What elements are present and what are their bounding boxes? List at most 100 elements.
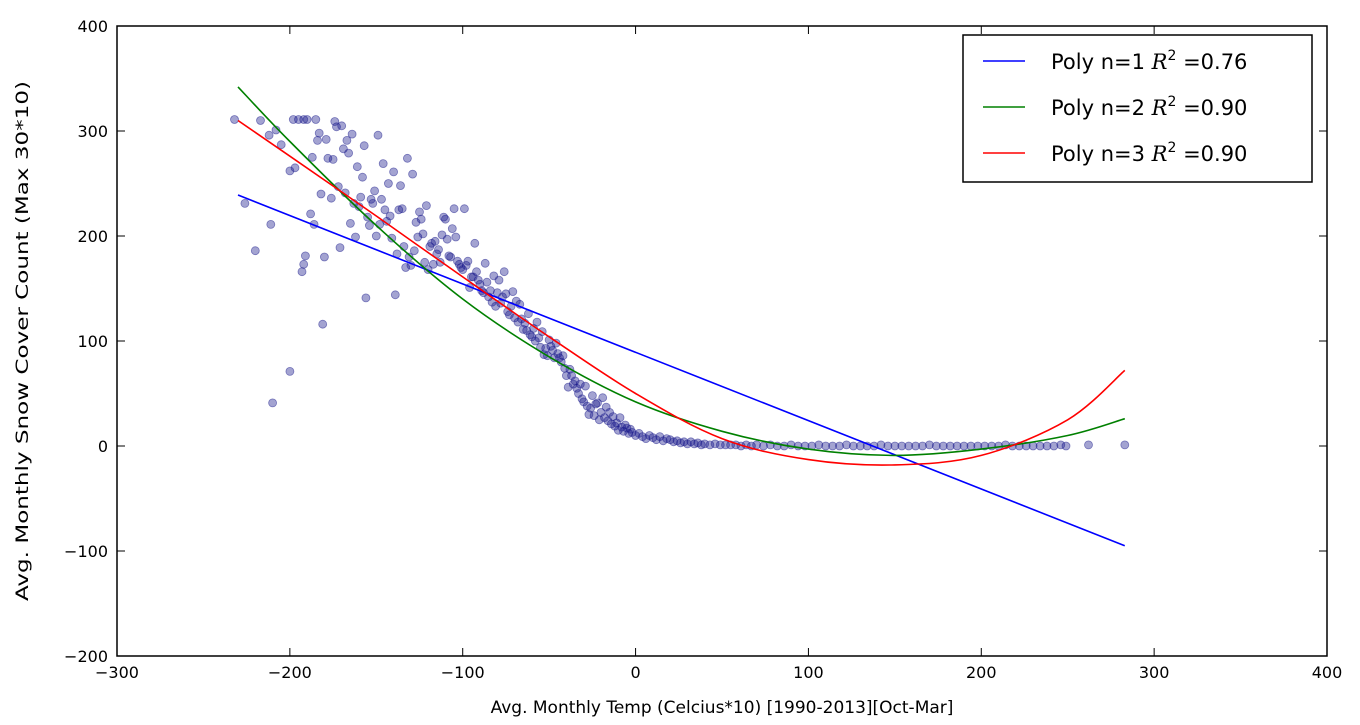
scatter-point: [842, 440, 851, 450]
scatter-point: [925, 440, 934, 450]
scatter-point: [446, 252, 456, 262]
axis-ticks: −300 −200 −100 0 100 200 300 400−200−1000100200…: [64, 17, 1342, 682]
scatter-point: [508, 287, 518, 297]
fit-line-1: [237, 194, 1126, 547]
scatter-point: [302, 115, 312, 124]
scatter-point: [404, 252, 414, 262]
x-tick-label: 0: [630, 663, 640, 682]
scatter-point: [849, 441, 858, 451]
scatter-point: [330, 117, 340, 126]
scatter-point: [634, 428, 644, 438]
scatter-point: [323, 153, 333, 163]
scatter-point: [442, 234, 452, 244]
scatter-point: [314, 128, 324, 138]
scatter-point: [1120, 440, 1130, 450]
scatter-point: [601, 402, 611, 412]
scatter-point: [380, 205, 390, 215]
scatter-point: [300, 251, 310, 261]
scatter-point: [268, 398, 278, 408]
scatter-point: [1084, 440, 1093, 450]
legend: Poly n=1 R2 =0.76 Poly n=2 R2 =0.90 Poly n…: [962, 34, 1313, 183]
scatter-point: [430, 236, 440, 246]
x-axis-label: Avg. Monthly Temp (Celcius*10) [1990-201…: [491, 698, 954, 718]
scatter-point: [411, 217, 421, 227]
scatter-point: [835, 441, 844, 451]
scatter-point: [669, 437, 678, 447]
scatter-point: [326, 193, 336, 203]
scatter-point: [373, 130, 383, 140]
scatter-point: [328, 154, 338, 164]
scatter-point: [264, 130, 274, 140]
scatter-point: [598, 393, 608, 403]
scatter-point: [335, 243, 345, 253]
scatter-point: [266, 219, 276, 229]
scatter-point: [428, 259, 438, 269]
scatter-point: [558, 351, 568, 361]
scatter-point: [581, 381, 590, 391]
scatter-point: [627, 427, 637, 437]
scatter-point: [383, 179, 393, 188]
x-tick-label: 200: [966, 663, 997, 682]
scatter-point: [491, 301, 501, 311]
scatter-point: [513, 317, 523, 327]
scatter-point: [470, 238, 480, 248]
scatter-point: [370, 186, 380, 196]
scatter-point: [420, 257, 430, 267]
scatter-point: [285, 166, 295, 176]
scatter-point: [396, 181, 405, 191]
scatter-point: [1042, 441, 1052, 451]
scatter-point: [615, 413, 625, 423]
fit-lines: [237, 86, 1126, 547]
scatter-point: [1061, 441, 1071, 451]
scatter-point: [299, 115, 309, 124]
scatter-point: [408, 169, 418, 179]
legend-entry: Poly n=2 R2 =0.90: [1051, 94, 1247, 120]
scatter-point: [532, 317, 542, 327]
x-tick-label: 100: [793, 663, 824, 682]
scatter-point: [347, 129, 357, 139]
scatter-point: [828, 441, 837, 451]
scatter-point: [256, 116, 265, 125]
x-tick-label: −100: [441, 663, 485, 682]
scatter-point: [434, 245, 443, 255]
scatter-point: [356, 192, 366, 202]
scatter-point: [588, 391, 597, 401]
x-tick-label: 300: [1139, 663, 1170, 682]
scatter-point: [472, 267, 481, 277]
scatter-point: [541, 343, 551, 353]
scatter-point: [883, 441, 893, 451]
scatter-point: [447, 224, 457, 234]
scatter-point: [897, 441, 907, 451]
scatter-point: [307, 152, 317, 162]
x-tick-label: −300: [95, 663, 139, 682]
scatter-point: [421, 201, 431, 211]
scatter-point: [480, 258, 490, 268]
scatter-point: [689, 439, 699, 449]
fit-line-2: [237, 86, 1126, 457]
scatter-point: [364, 221, 374, 230]
scatter-point: [468, 272, 478, 282]
scatter-point: [575, 379, 585, 389]
y-axis-label: Avg. Monthly Snow Cover Count (Max 30*10…: [13, 81, 33, 601]
scatter-point: [418, 229, 428, 239]
scatter-point: [416, 214, 426, 224]
scatter-point: [600, 413, 609, 423]
scatter-point: [482, 277, 492, 287]
scatter-point: [504, 310, 514, 320]
scatter-point: [250, 246, 260, 256]
scatter-point: [409, 246, 419, 256]
scatter-point: [321, 134, 331, 144]
scatter-point: [402, 153, 412, 163]
scatter-point: [358, 172, 367, 182]
scatter-point: [344, 148, 354, 158]
scatter-point: [389, 167, 399, 177]
scatter-point: [390, 290, 400, 300]
scatter-point: [290, 163, 300, 173]
scatter-point: [651, 435, 661, 445]
scatter-point: [918, 441, 927, 451]
fit-line-3: [237, 119, 1126, 466]
scatter-point: [1035, 441, 1045, 451]
y-tick-label: 100: [77, 332, 108, 351]
scatter-point: [821, 441, 831, 451]
